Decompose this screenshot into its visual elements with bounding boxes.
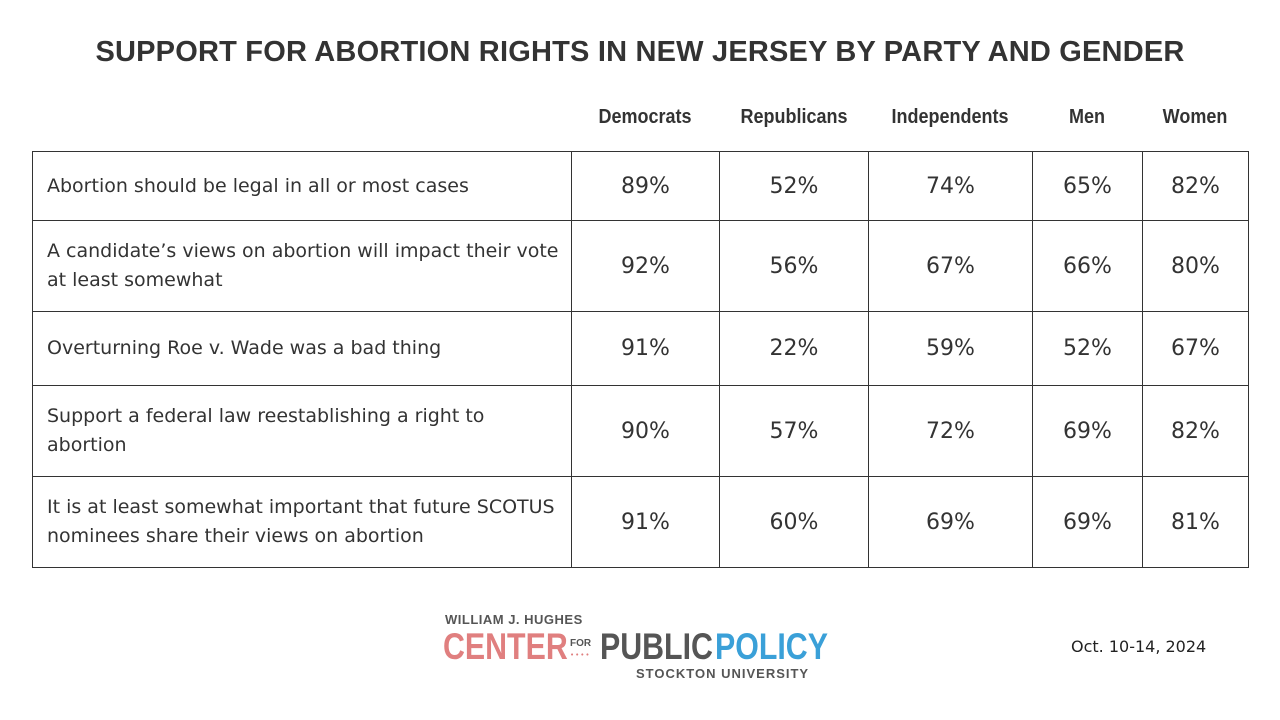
logo-dots: •••• (570, 651, 591, 659)
logo-top-text: WILLIAM J. HUGHES (445, 612, 583, 627)
table-cell: 91% (621, 509, 670, 535)
row-label: Abortion should be legal in all or most … (47, 174, 469, 197)
table-cell: 59% (926, 336, 975, 361)
row-divider (32, 476, 1249, 477)
table-cell: 72% (926, 418, 975, 444)
column-header: Republicans (740, 106, 848, 128)
table-cell: 52% (1063, 336, 1112, 361)
row-label: It is at least somewhat important that f… (47, 496, 555, 547)
row-label: A candidate’s views on abortion will imp… (47, 240, 559, 291)
table-cell: 82% (1171, 173, 1220, 199)
logo-main: CENTER FOR •••• PUBLIC POLICY (443, 626, 828, 668)
table-cell: 67% (1171, 336, 1220, 361)
column-divider (1142, 151, 1143, 567)
column-header: Men (1069, 106, 1105, 128)
table-cell: 82% (1171, 418, 1220, 444)
table-cell: 90% (621, 418, 670, 444)
row-label: Overturning Roe v. Wade was a bad thing (47, 337, 442, 359)
row-label: Support a federal law reestablishing a r… (47, 405, 485, 456)
table-cell: 74% (926, 173, 975, 199)
row-divider (32, 151, 1249, 152)
table-cell: 80% (1171, 253, 1220, 279)
table-cell: 66% (1063, 253, 1112, 279)
table-cell: 81% (1171, 509, 1220, 535)
column-divider (32, 151, 33, 567)
column-divider (719, 151, 720, 567)
row-divider (32, 567, 1249, 568)
table-cell: 57% (769, 418, 819, 444)
logo-policy-text: POLICY (715, 626, 828, 667)
chart-title: SUPPORT FOR ABORTION RIGHTS IN NEW JERSE… (95, 36, 1185, 68)
logo-university-text: STOCKTON UNIVERSITY (636, 666, 810, 681)
table-cell: 91% (621, 336, 670, 361)
survey-date: Oct. 10-14, 2024 (1071, 637, 1207, 656)
column-header: Independents (891, 106, 1009, 128)
table-cell: 67% (926, 253, 975, 279)
table-cell: 69% (1063, 509, 1112, 535)
column-header: Women (1162, 106, 1228, 128)
table-cell: 22% (769, 336, 819, 361)
table-cell: 52% (769, 173, 819, 199)
table-cell: 60% (769, 509, 819, 535)
logo-center-text: CENTER (443, 626, 568, 667)
logo-public-text: PUBLIC (600, 626, 713, 667)
row-divider (32, 220, 1249, 221)
logo-for-text: FOR (570, 638, 592, 649)
table-cell: 92% (621, 253, 670, 279)
table-cell: 69% (926, 509, 975, 535)
column-divider (868, 151, 869, 567)
center-logo: WILLIAM J. HUGHES CENTER FOR •••• PUBLIC… (443, 610, 843, 685)
table-cell: 65% (1063, 173, 1112, 199)
column-divider (1248, 151, 1249, 567)
row-divider (32, 385, 1249, 386)
table-cell: 56% (769, 253, 819, 279)
column-header: Democrats (598, 106, 692, 128)
table-cell: 69% (1063, 418, 1112, 444)
row-divider (32, 311, 1249, 312)
column-divider (571, 151, 572, 567)
column-divider (1032, 151, 1033, 567)
table-cell: 89% (621, 173, 670, 199)
